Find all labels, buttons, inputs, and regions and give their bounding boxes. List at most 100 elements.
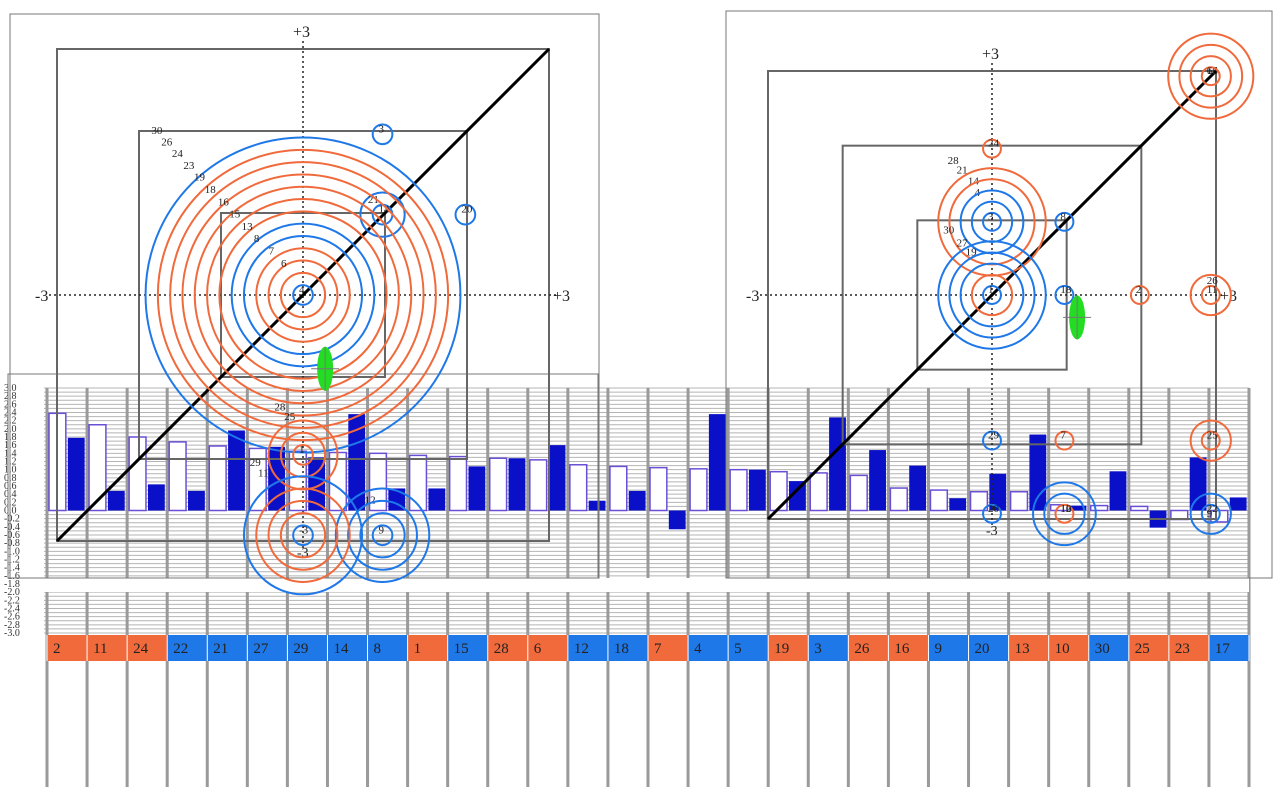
- target-label: 26: [1207, 275, 1219, 287]
- category-label: 4: [694, 641, 702, 657]
- category-label: 2: [53, 641, 61, 657]
- category-label: 21: [213, 641, 228, 657]
- target-label: 15: [229, 209, 241, 221]
- target-label: 1: [988, 284, 994, 296]
- category-label: 8: [374, 641, 382, 657]
- target-ring: [937, 240, 1047, 350]
- target-ring: [267, 259, 339, 331]
- bar-outline: [649, 466, 668, 512]
- category-cell: [728, 635, 769, 661]
- target-label: 9: [1207, 508, 1213, 520]
- bar-outline: [569, 464, 588, 512]
- target-label: 26: [161, 136, 173, 148]
- target-ring: [218, 210, 388, 380]
- target-ring: [279, 271, 327, 319]
- target-ring: [255, 247, 351, 343]
- target-ring: [371, 123, 394, 146]
- category-label: 27: [253, 641, 268, 657]
- target-ring: [242, 234, 364, 356]
- y-tick-label: -0.2: [4, 514, 20, 525]
- bar-filled: [228, 430, 245, 511]
- target-label: 24: [172, 148, 184, 160]
- bar-outline: [1130, 505, 1149, 512]
- bar-filled: [1229, 497, 1247, 511]
- category-label: 13: [1015, 641, 1030, 657]
- bar-filled: [869, 450, 886, 511]
- category-cell: [1208, 635, 1249, 661]
- target-label: 25: [1207, 430, 1219, 442]
- target-label: 11: [1207, 284, 1218, 296]
- target-label: 3: [988, 211, 994, 223]
- category-label: 14: [333, 641, 349, 657]
- target-ring: [193, 185, 413, 405]
- category-cell: [1088, 635, 1129, 661]
- category-cell: [367, 635, 408, 661]
- target-ring: [359, 512, 406, 559]
- target-ring: [1043, 492, 1086, 535]
- bar-filled: [188, 490, 205, 511]
- target-ring: [1167, 32, 1255, 120]
- target-label: 20: [988, 503, 1000, 515]
- target-ring: [1200, 430, 1221, 451]
- target-ring: [1054, 430, 1075, 451]
- target-label: 29: [988, 430, 1000, 442]
- category-cell: [688, 635, 729, 661]
- target-ring: [371, 524, 394, 547]
- target-label: 25: [284, 411, 296, 423]
- category-cell: [567, 635, 608, 661]
- target-ring: [1189, 419, 1232, 462]
- bar-outline: [529, 459, 548, 512]
- target-label: 6: [1207, 65, 1213, 77]
- bar-filled: [949, 498, 967, 511]
- category-label: 9: [934, 641, 942, 657]
- category-label: 7: [654, 641, 662, 657]
- target-label: 6: [281, 258, 287, 270]
- bar-outline: [729, 468, 748, 512]
- identity-diagonal: [766, 69, 1218, 521]
- bar-filled: [1189, 457, 1207, 511]
- bar-outline: [809, 472, 828, 512]
- bar-filled: [308, 457, 326, 511]
- identity-diagonal: [55, 47, 551, 543]
- y-tick-label: -1.0: [4, 546, 20, 557]
- category-cell: [1048, 635, 1089, 661]
- target-ring: [1032, 481, 1097, 547]
- category-cell: [928, 635, 969, 661]
- bar-outline: [929, 489, 949, 512]
- bar-filled: [588, 500, 606, 511]
- category-label: 6: [534, 641, 542, 657]
- target-ring: [970, 273, 1014, 317]
- bar-filled: [1109, 471, 1127, 511]
- bar-outline: [208, 445, 227, 512]
- target-ring: [1189, 273, 1232, 317]
- target-ring: [982, 285, 1002, 305]
- target-label: 23: [183, 160, 195, 172]
- target-label: 12: [1060, 503, 1071, 515]
- y-tick-label: -0.4: [4, 522, 20, 533]
- y-tick-label: -2.0: [4, 587, 20, 598]
- category-label: 25: [1135, 641, 1150, 657]
- target-label: 7: [269, 245, 275, 257]
- category-cell: [888, 635, 929, 661]
- target-label: 8: [254, 233, 260, 245]
- panel-window: [9, 13, 600, 579]
- axis-label-top: +3: [982, 46, 999, 63]
- bar-filled: [388, 488, 406, 511]
- category-cell: [808, 635, 849, 661]
- category-label: 20: [975, 641, 990, 657]
- category-cell: [607, 635, 648, 661]
- target-ring: [982, 211, 1002, 232]
- target-label: 21: [368, 194, 379, 206]
- target-ring: [1189, 492, 1232, 535]
- bar-outline: [448, 455, 468, 512]
- category-label: 5: [734, 641, 742, 657]
- category-cell: [487, 635, 528, 661]
- category-label: 29: [293, 641, 308, 657]
- y-tick-label: -0.8: [4, 538, 20, 549]
- target-label: 10: [1060, 503, 1072, 515]
- axis-label-bottom: -3: [297, 546, 309, 561]
- target-label: 4: [299, 284, 305, 296]
- target-label: 27: [957, 238, 969, 250]
